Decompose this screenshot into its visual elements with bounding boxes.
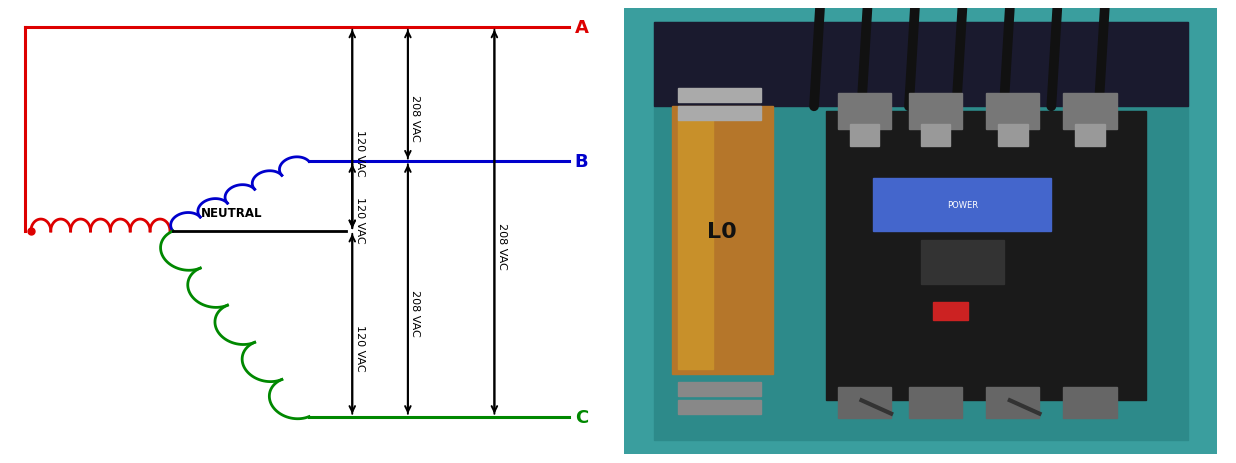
Bar — [1063, 387, 1116, 418]
Text: 208 VAC: 208 VAC — [410, 95, 420, 142]
Text: 208 VAC: 208 VAC — [410, 289, 420, 336]
Bar — [677, 382, 760, 396]
Bar — [1063, 94, 1116, 129]
Bar — [677, 107, 760, 120]
Text: POWER: POWER — [947, 200, 978, 209]
Bar — [933, 303, 968, 320]
Bar — [838, 94, 891, 129]
Text: 120 VAC: 120 VAC — [355, 130, 365, 176]
Bar — [1075, 125, 1105, 147]
Bar — [908, 94, 963, 129]
Bar — [838, 387, 891, 418]
Bar — [997, 125, 1027, 147]
Bar — [826, 112, 1146, 400]
Text: C: C — [575, 408, 588, 425]
Bar — [677, 400, 760, 414]
Bar — [654, 23, 1188, 107]
Bar — [874, 178, 1052, 232]
Text: 120 VAC: 120 VAC — [355, 324, 365, 370]
Bar — [677, 89, 760, 103]
Bar — [908, 387, 963, 418]
Bar — [986, 387, 1039, 418]
Text: L0: L0 — [707, 221, 737, 242]
Text: B: B — [575, 153, 588, 171]
Bar — [921, 240, 1004, 285]
Text: NEUTRAL: NEUTRAL — [200, 206, 262, 219]
Text: 120 VAC: 120 VAC — [355, 197, 365, 243]
Text: 208 VAC: 208 VAC — [497, 222, 507, 269]
Bar — [677, 112, 713, 369]
Bar — [671, 107, 772, 374]
Bar — [849, 125, 879, 147]
Bar — [921, 125, 950, 147]
Bar — [986, 94, 1039, 129]
Text: A: A — [575, 19, 588, 37]
